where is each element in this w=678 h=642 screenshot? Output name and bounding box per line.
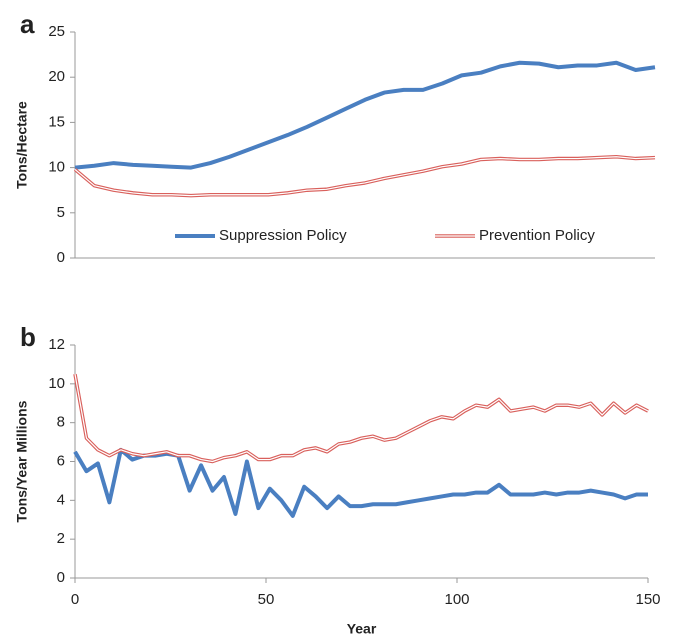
series-line-inner xyxy=(74,374,649,463)
y-tick-label: 5 xyxy=(57,204,65,221)
x-tick-label: 100 xyxy=(444,591,469,608)
y-tick-label: 0 xyxy=(57,569,65,586)
panel-label: a xyxy=(20,9,35,39)
y-tick-label: 0 xyxy=(57,249,65,266)
y-tick-label: 10 xyxy=(48,375,65,392)
y-tick-label: 6 xyxy=(57,452,65,469)
y-tick-label: 8 xyxy=(57,414,65,431)
series-line xyxy=(73,155,656,198)
y-tick-label: 25 xyxy=(48,23,65,40)
series-line xyxy=(73,373,649,464)
y-tick-label: 15 xyxy=(48,113,65,130)
y-tick-label: 4 xyxy=(57,491,65,508)
legend-label: Suppression Policy xyxy=(219,227,347,244)
y-tick-label: 2 xyxy=(57,530,65,547)
x-tick-label: 0 xyxy=(71,591,79,608)
x-tick-label: 50 xyxy=(258,591,275,608)
y-axis-label: Tons/Hectare xyxy=(14,101,30,189)
series-line-inner xyxy=(74,156,656,197)
series-line xyxy=(73,447,648,518)
y-axis-label: Tons/Year Millions xyxy=(14,400,30,522)
x-tick-label: 150 xyxy=(635,591,660,608)
y-tick-label: 20 xyxy=(48,68,65,85)
x-axis-label: Year xyxy=(347,621,377,637)
panel-label: b xyxy=(20,322,36,352)
y-tick-label: 12 xyxy=(48,336,65,353)
series-line xyxy=(74,60,656,170)
legend-label: Prevention Policy xyxy=(479,227,595,244)
y-tick-label: 10 xyxy=(48,159,65,176)
